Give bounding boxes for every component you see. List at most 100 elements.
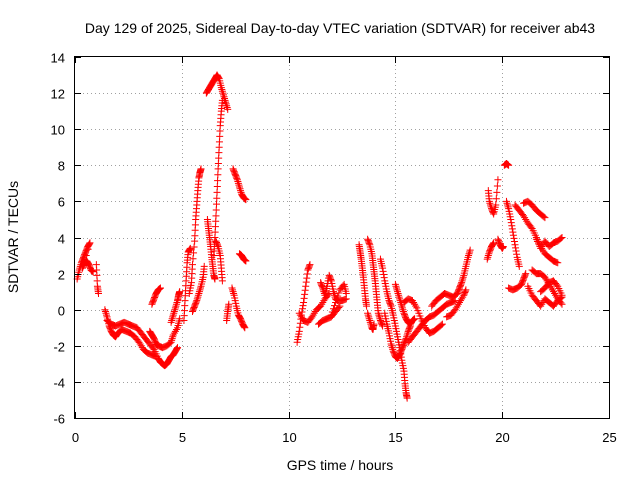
data-point [486, 199, 494, 207]
data-point [195, 289, 203, 297]
data-point [549, 288, 557, 296]
data-point [194, 291, 202, 299]
data-point [551, 289, 559, 297]
data-point [398, 304, 406, 312]
data-point [310, 309, 318, 317]
data-point [196, 286, 204, 294]
data-point [399, 308, 407, 316]
data-point [453, 302, 461, 310]
data-point [366, 317, 374, 325]
data-point [169, 313, 177, 321]
data-point [214, 171, 222, 179]
data-point [331, 291, 339, 299]
data-point [327, 275, 335, 283]
data-point [169, 333, 177, 341]
x-tick-label: 10 [282, 430, 296, 445]
data-point [512, 244, 520, 252]
data-point [171, 304, 179, 312]
data-point [403, 333, 411, 341]
data-point [392, 282, 400, 290]
data-point [520, 212, 528, 220]
data-point [168, 317, 176, 325]
data-point [319, 298, 327, 306]
data-point [168, 315, 176, 323]
data-point [454, 300, 462, 308]
data-point [462, 286, 470, 294]
data-point [333, 295, 341, 303]
data-point [196, 284, 204, 292]
data-point [557, 294, 565, 302]
y-axis-label: SDTVAR / TECUs [5, 181, 21, 293]
data-point [224, 105, 232, 113]
data-point [214, 177, 222, 185]
data-point [176, 315, 184, 323]
data-point [396, 297, 404, 305]
data-point [438, 320, 446, 328]
data-point [172, 300, 180, 308]
data-point [459, 275, 467, 283]
data-point [302, 278, 310, 286]
x-tick-label: 20 [495, 430, 509, 445]
data-point [222, 98, 230, 106]
data-point [301, 286, 309, 294]
data-point [492, 201, 500, 209]
data-point [149, 344, 157, 352]
data-point [212, 206, 220, 214]
data-point [537, 302, 545, 310]
data-point [185, 246, 193, 254]
data-point [365, 239, 373, 247]
data-point [229, 288, 237, 296]
data-point [485, 197, 493, 205]
data-point [220, 93, 228, 101]
data-point [399, 306, 407, 314]
data-point [396, 295, 404, 303]
x-tick-label: 15 [388, 430, 402, 445]
data-point [230, 289, 238, 297]
data-point [466, 246, 474, 254]
data-point [296, 323, 304, 331]
data-point [508, 225, 516, 233]
data-point [168, 335, 176, 343]
data-point [303, 270, 311, 278]
data-point [388, 342, 396, 350]
data-point [85, 241, 93, 249]
data-point [192, 298, 200, 306]
data-point [171, 327, 179, 335]
data-point [505, 161, 513, 169]
data-point [374, 309, 382, 317]
data-point [458, 295, 466, 303]
data-point [395, 291, 403, 299]
data-point [522, 215, 530, 223]
x-tick-label: 0 [72, 430, 79, 445]
data-point [193, 295, 201, 303]
data-point [170, 309, 178, 317]
data-point [451, 306, 459, 314]
data-point [392, 284, 400, 292]
data-point [197, 165, 205, 173]
y-tick-label: 2 [58, 268, 65, 283]
y-tick-label: -2 [53, 340, 65, 355]
data-point [167, 318, 175, 326]
x-tick-label: 25 [602, 430, 616, 445]
data-point [502, 197, 510, 205]
data-point [173, 345, 181, 353]
data-point [507, 215, 515, 223]
data-point [240, 322, 248, 330]
data-point [213, 200, 221, 208]
data-point [465, 252, 473, 260]
data-point [297, 313, 305, 321]
data-point [512, 247, 520, 255]
data-point [213, 194, 221, 202]
data-point [395, 353, 403, 361]
data-point [403, 331, 411, 339]
data-point [309, 311, 317, 319]
data-point [489, 240, 497, 248]
data-point [82, 252, 90, 260]
data-point [547, 284, 555, 292]
data-point [234, 178, 242, 186]
data-point [548, 286, 556, 294]
data-points-layer [73, 71, 566, 402]
data-point [541, 214, 549, 222]
data-point [213, 188, 221, 196]
